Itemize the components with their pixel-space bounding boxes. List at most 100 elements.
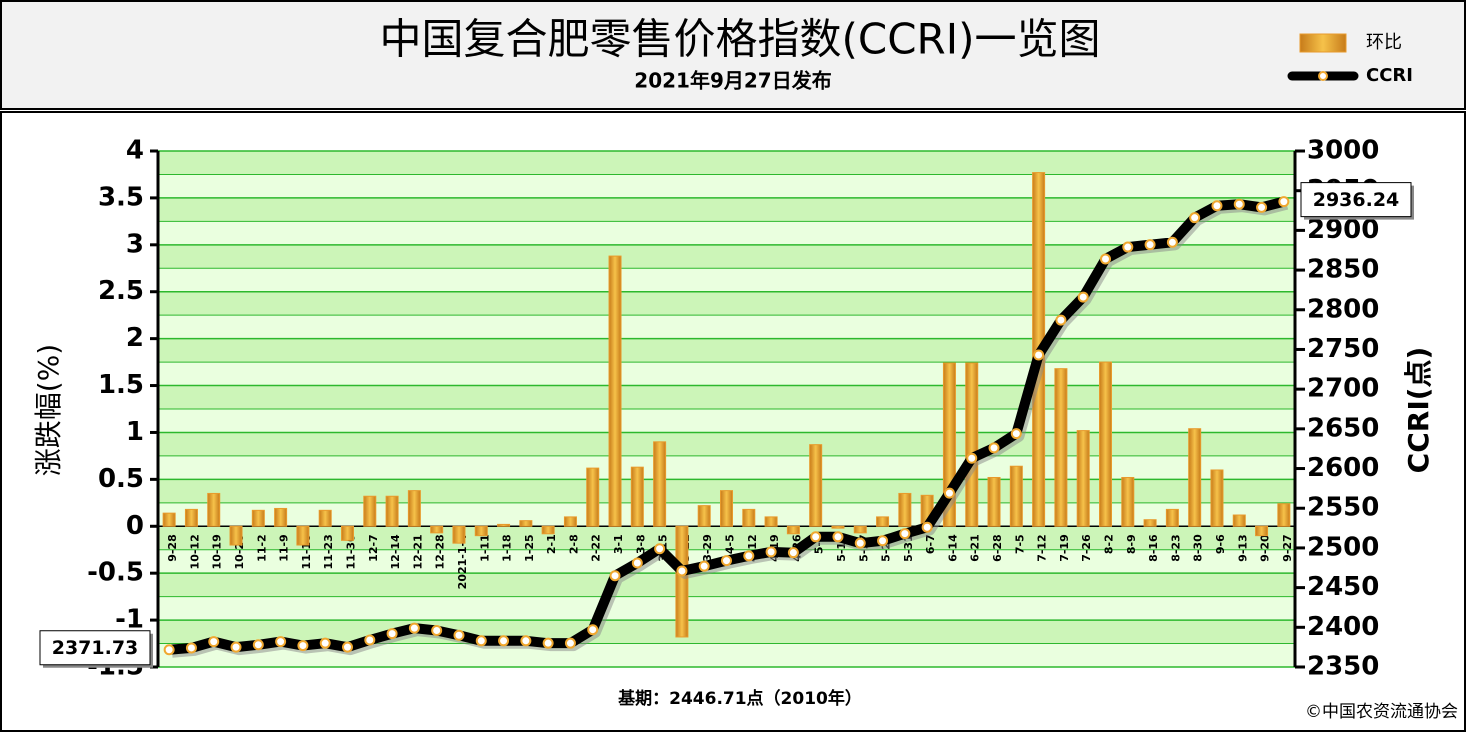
bar: [184, 508, 198, 527]
bar: [1232, 514, 1246, 527]
bar: [1121, 476, 1135, 527]
line-point: [520, 635, 532, 647]
line-point: [1233, 198, 1245, 210]
y-tick-label: 1: [126, 417, 144, 447]
line-point: [877, 535, 889, 547]
legend-label: 环比: [1366, 32, 1402, 53]
grid-band: [158, 362, 1295, 386]
line-point: [698, 560, 710, 572]
y2-axis-label: CCRI(点): [1402, 347, 1435, 474]
line-point: [1189, 212, 1201, 224]
footnote: 基期：2446.71点（2010年）: [617, 688, 862, 709]
bar: [274, 507, 288, 527]
legend-label: CCRI: [1366, 65, 1413, 86]
line-point: [542, 637, 554, 649]
line-point: [676, 565, 688, 577]
line-point: [185, 642, 197, 654]
x-tick-label: 7-5: [1013, 534, 1026, 554]
grid-band: [158, 596, 1295, 621]
x-tick-label: 9-6: [1214, 534, 1227, 554]
bar: [296, 525, 310, 546]
bar: [675, 525, 689, 638]
bar: [653, 441, 667, 527]
line-point: [319, 637, 331, 649]
header: [0, 0, 1466, 110]
grid-band: [158, 174, 1295, 198]
bar: [162, 512, 176, 527]
bar: [474, 525, 488, 537]
bar: [318, 509, 332, 527]
x-tick-label: 6-14: [946, 534, 959, 562]
x-tick-label: 2-22: [590, 534, 603, 562]
x-tick-label: 8-16: [1147, 534, 1160, 562]
x-tick-label: 11-9: [278, 534, 291, 562]
y-tick-label: 3: [126, 229, 144, 259]
bar: [1143, 519, 1157, 527]
bar: [407, 490, 421, 527]
y-tick-label: 4: [126, 136, 144, 166]
bar: [1210, 469, 1224, 527]
bar: [1054, 368, 1068, 527]
line-point: [943, 487, 955, 499]
bar: [1099, 361, 1112, 527]
bar: [229, 525, 243, 546]
x-tick-label: 12-28: [434, 534, 447, 569]
grid-band: [158, 409, 1295, 433]
x-tick-label: 7-19: [1058, 534, 1071, 562]
x-tick-label: 2-1: [545, 534, 558, 554]
x-tick-label: 8-23: [1169, 534, 1182, 562]
bar: [831, 525, 845, 529]
x-tick-label: 12-21: [411, 534, 424, 569]
y2-tick-label: 2450: [1307, 572, 1379, 602]
x-tick-label: 1-18: [501, 534, 514, 562]
line-point: [453, 629, 465, 641]
line-point: [1166, 236, 1178, 248]
bar: [608, 255, 622, 527]
chart-subtitle: 2021年9月27日发布: [634, 69, 831, 93]
bar: [519, 520, 533, 527]
bar: [1277, 503, 1291, 527]
bar: [742, 508, 756, 527]
bar: [341, 525, 354, 541]
line-point: [475, 635, 487, 647]
y2-tick-label: 2750: [1307, 334, 1379, 364]
x-tick-label: 1-11: [478, 534, 491, 562]
bar: [853, 525, 867, 534]
x-tick-label: 7-12: [1036, 534, 1049, 562]
bar: [809, 444, 823, 527]
line-point: [899, 528, 911, 540]
line-point: [297, 640, 309, 652]
line-point: [1278, 196, 1290, 208]
source: ©中国农资流通协会: [1305, 702, 1458, 722]
line-point: [587, 624, 599, 636]
value-label: 2936.24: [1313, 189, 1400, 211]
bar: [363, 495, 377, 527]
x-tick-label: 6-21: [969, 534, 982, 562]
x-tick-label: 3-1: [612, 534, 625, 554]
line-point: [1122, 241, 1134, 253]
bar: [876, 516, 890, 527]
x-tick-label: 2-8: [567, 534, 580, 554]
bar: [452, 525, 466, 544]
grid-band: [158, 455, 1295, 480]
bar: [1188, 428, 1202, 527]
x-tick-label: 2021-1-4: [456, 534, 469, 589]
x-tick-label: 9-20: [1259, 534, 1272, 562]
bar: [430, 525, 444, 534]
line-point: [721, 555, 732, 567]
x-tick-label: 11-2: [255, 534, 268, 562]
bar: [1076, 430, 1090, 527]
line-point: [1033, 349, 1045, 361]
x-tick-label: 8-30: [1192, 534, 1205, 562]
line-point: [564, 637, 576, 649]
line-point: [252, 639, 264, 651]
grid-band: [158, 315, 1295, 339]
line-point: [498, 635, 510, 647]
y-tick-label: -1: [115, 605, 144, 635]
line-point: [163, 644, 175, 656]
grid-band: [158, 221, 1295, 245]
line-point: [1144, 239, 1156, 251]
bar: [207, 492, 221, 527]
bar: [786, 525, 800, 535]
line-point: [1211, 200, 1223, 212]
